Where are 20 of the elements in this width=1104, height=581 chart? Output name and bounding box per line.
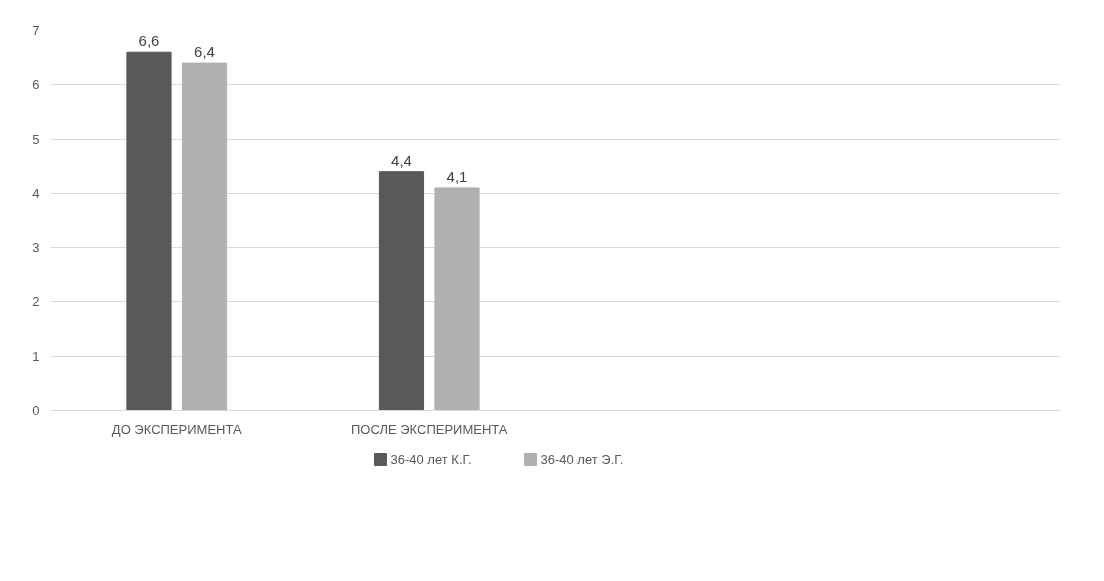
bar xyxy=(434,187,480,411)
bar xyxy=(126,51,172,411)
data-label: 6,4 xyxy=(194,43,215,61)
y-tick-label: 7 xyxy=(32,23,40,38)
y-tick-label: 0 xyxy=(32,403,40,418)
bar xyxy=(181,62,228,411)
data-label: 4,4 xyxy=(391,151,412,169)
y-tick-label: 5 xyxy=(32,131,40,147)
y-tick-label: 2 xyxy=(32,294,40,310)
data-label: 4,1 xyxy=(446,167,468,185)
x-tick-label: ПОСЛЕ ЭКСПЕРИМЕНТА xyxy=(351,421,508,437)
y-tick-label: 3 xyxy=(32,240,40,256)
data-label: 6,6 xyxy=(138,32,160,50)
legend-label: 36-40 лет Э.Г. xyxy=(540,452,624,467)
legend-label: 36-40 лет К.Г. xyxy=(390,452,472,467)
y-tick-label: 1 xyxy=(32,348,40,364)
x-tick-label: ДО ЭКСПЕРИМЕНТА xyxy=(111,421,242,437)
y-tick-label: 6 xyxy=(32,77,40,93)
y-tick-label: 4 xyxy=(32,185,40,201)
bar xyxy=(378,171,425,411)
